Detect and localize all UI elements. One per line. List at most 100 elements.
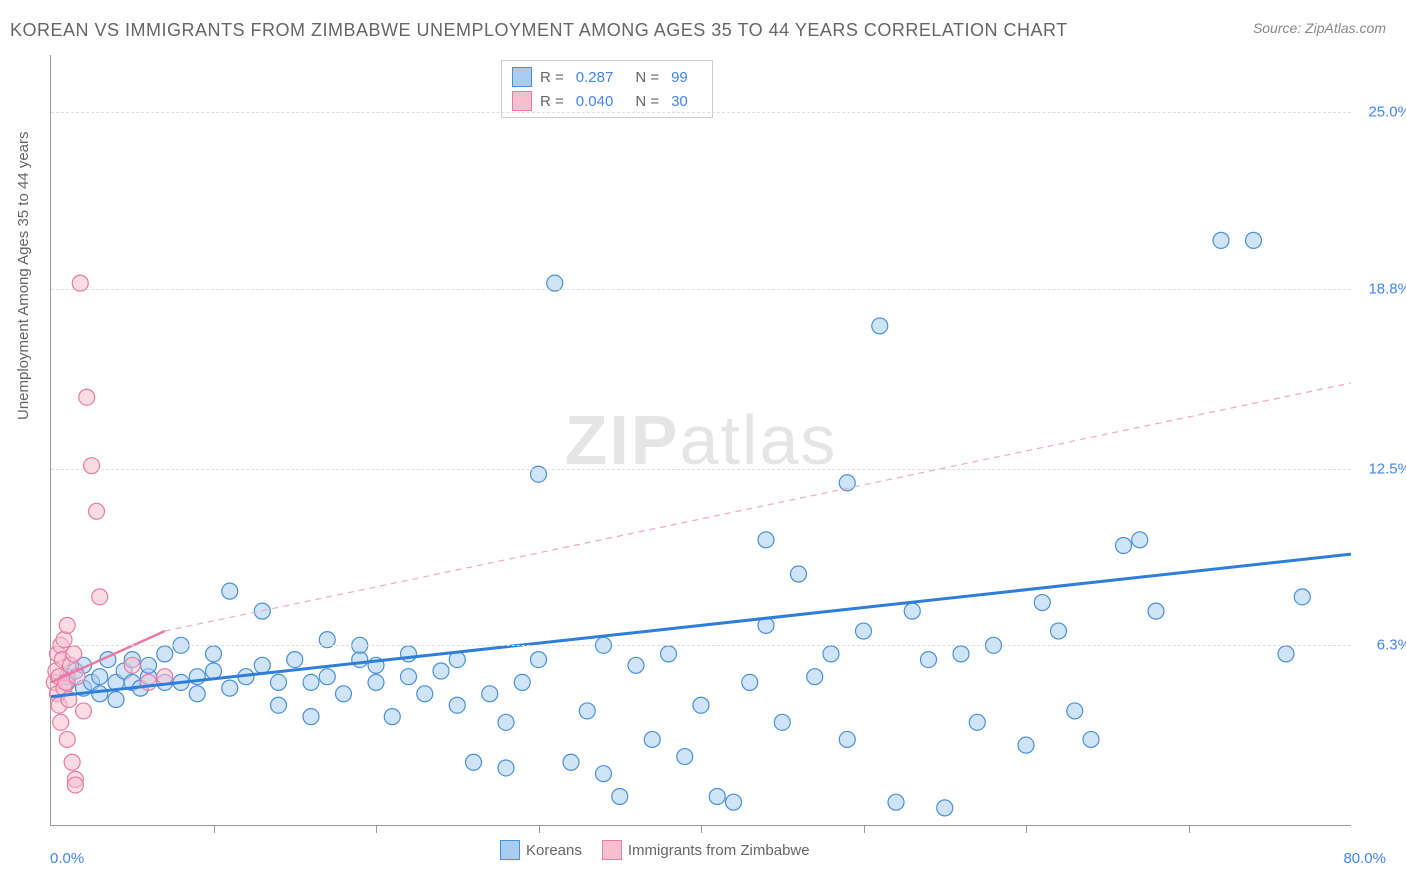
scatter-svg	[51, 55, 1351, 825]
data-point	[206, 663, 222, 679]
data-point	[319, 669, 335, 685]
data-point	[271, 697, 287, 713]
data-point	[1067, 703, 1083, 719]
data-point	[514, 674, 530, 690]
trend-line	[51, 554, 1351, 697]
x-axis-min-label: 0.0%	[50, 850, 84, 867]
gridline	[51, 289, 1351, 290]
data-point	[66, 646, 82, 662]
data-point	[823, 646, 839, 662]
data-point	[76, 703, 92, 719]
data-point	[157, 646, 173, 662]
chart-title: KOREAN VS IMMIGRANTS FROM ZIMBABWE UNEMP…	[10, 20, 1068, 41]
x-axis-max-label: 80.0%	[1343, 850, 1386, 867]
data-point	[628, 657, 644, 673]
data-point	[206, 646, 222, 662]
data-point	[807, 669, 823, 685]
data-point	[1034, 595, 1050, 611]
data-point	[1083, 731, 1099, 747]
data-point	[693, 697, 709, 713]
data-point	[271, 674, 287, 690]
data-point	[303, 709, 319, 725]
data-point	[92, 669, 108, 685]
data-point	[1294, 589, 1310, 605]
y-tick-label: 12.5%	[1368, 460, 1406, 477]
series-legend: Koreans Immigrants from Zimbabwe	[500, 840, 810, 860]
data-point	[336, 686, 352, 702]
gridline	[51, 112, 1351, 113]
data-point	[661, 646, 677, 662]
data-point	[1246, 232, 1262, 248]
data-point	[953, 646, 969, 662]
data-point	[64, 754, 80, 770]
data-point	[612, 788, 628, 804]
x-tick	[864, 825, 865, 833]
x-tick	[214, 825, 215, 833]
data-point	[1278, 646, 1294, 662]
legend-item-zimbabwe: Immigrants from Zimbabwe	[602, 840, 810, 860]
data-point	[888, 794, 904, 810]
data-point	[303, 674, 319, 690]
x-tick	[701, 825, 702, 833]
data-point	[742, 674, 758, 690]
data-point	[222, 680, 238, 696]
data-point	[141, 657, 157, 673]
y-tick-label: 6.3%	[1377, 637, 1406, 654]
data-point	[59, 731, 75, 747]
data-point	[417, 686, 433, 702]
legend-swatch-zimbabwe	[602, 840, 622, 860]
data-point	[222, 583, 238, 599]
trend-extrapolation	[165, 383, 1351, 631]
data-point	[1018, 737, 1034, 753]
data-point	[53, 714, 69, 730]
data-point	[563, 754, 579, 770]
data-point	[726, 794, 742, 810]
data-point	[1116, 538, 1132, 554]
x-tick	[376, 825, 377, 833]
data-point	[254, 657, 270, 673]
data-point	[969, 714, 985, 730]
data-point	[59, 617, 75, 633]
data-point	[872, 318, 888, 334]
data-point	[709, 788, 725, 804]
y-axis-label: Unemployment Among Ages 35 to 44 years	[15, 131, 32, 420]
data-point	[677, 749, 693, 765]
data-point	[1051, 623, 1067, 639]
data-point	[1148, 603, 1164, 619]
gridline	[51, 645, 1351, 646]
x-tick	[539, 825, 540, 833]
data-point	[904, 603, 920, 619]
data-point	[579, 703, 595, 719]
data-point	[1213, 232, 1229, 248]
data-point	[758, 532, 774, 548]
data-point	[531, 652, 547, 668]
data-point	[839, 731, 855, 747]
data-point	[644, 731, 660, 747]
data-point	[368, 674, 384, 690]
y-tick-label: 18.8%	[1368, 280, 1406, 297]
data-point	[856, 623, 872, 639]
legend-label-koreans: Koreans	[526, 842, 582, 859]
chart-plot-area: ZIPatlas R = 0.287 N = 99 R = 0.040 N = …	[50, 55, 1351, 826]
gridline	[51, 469, 1351, 470]
y-tick-label: 25.0%	[1368, 104, 1406, 121]
data-point	[449, 697, 465, 713]
data-point	[287, 652, 303, 668]
data-point	[937, 800, 953, 816]
data-point	[189, 686, 205, 702]
data-point	[92, 589, 108, 605]
legend-label-zimbabwe: Immigrants from Zimbabwe	[628, 842, 810, 859]
data-point	[1132, 532, 1148, 548]
data-point	[92, 686, 108, 702]
data-point	[352, 652, 368, 668]
data-point	[401, 669, 417, 685]
data-point	[921, 652, 937, 668]
x-tick	[1026, 825, 1027, 833]
legend-swatch-koreans	[500, 840, 520, 860]
data-point	[84, 458, 100, 474]
data-point	[67, 777, 83, 793]
data-point	[498, 760, 514, 776]
data-point	[124, 657, 140, 673]
legend-item-koreans: Koreans	[500, 840, 582, 860]
data-point	[466, 754, 482, 770]
